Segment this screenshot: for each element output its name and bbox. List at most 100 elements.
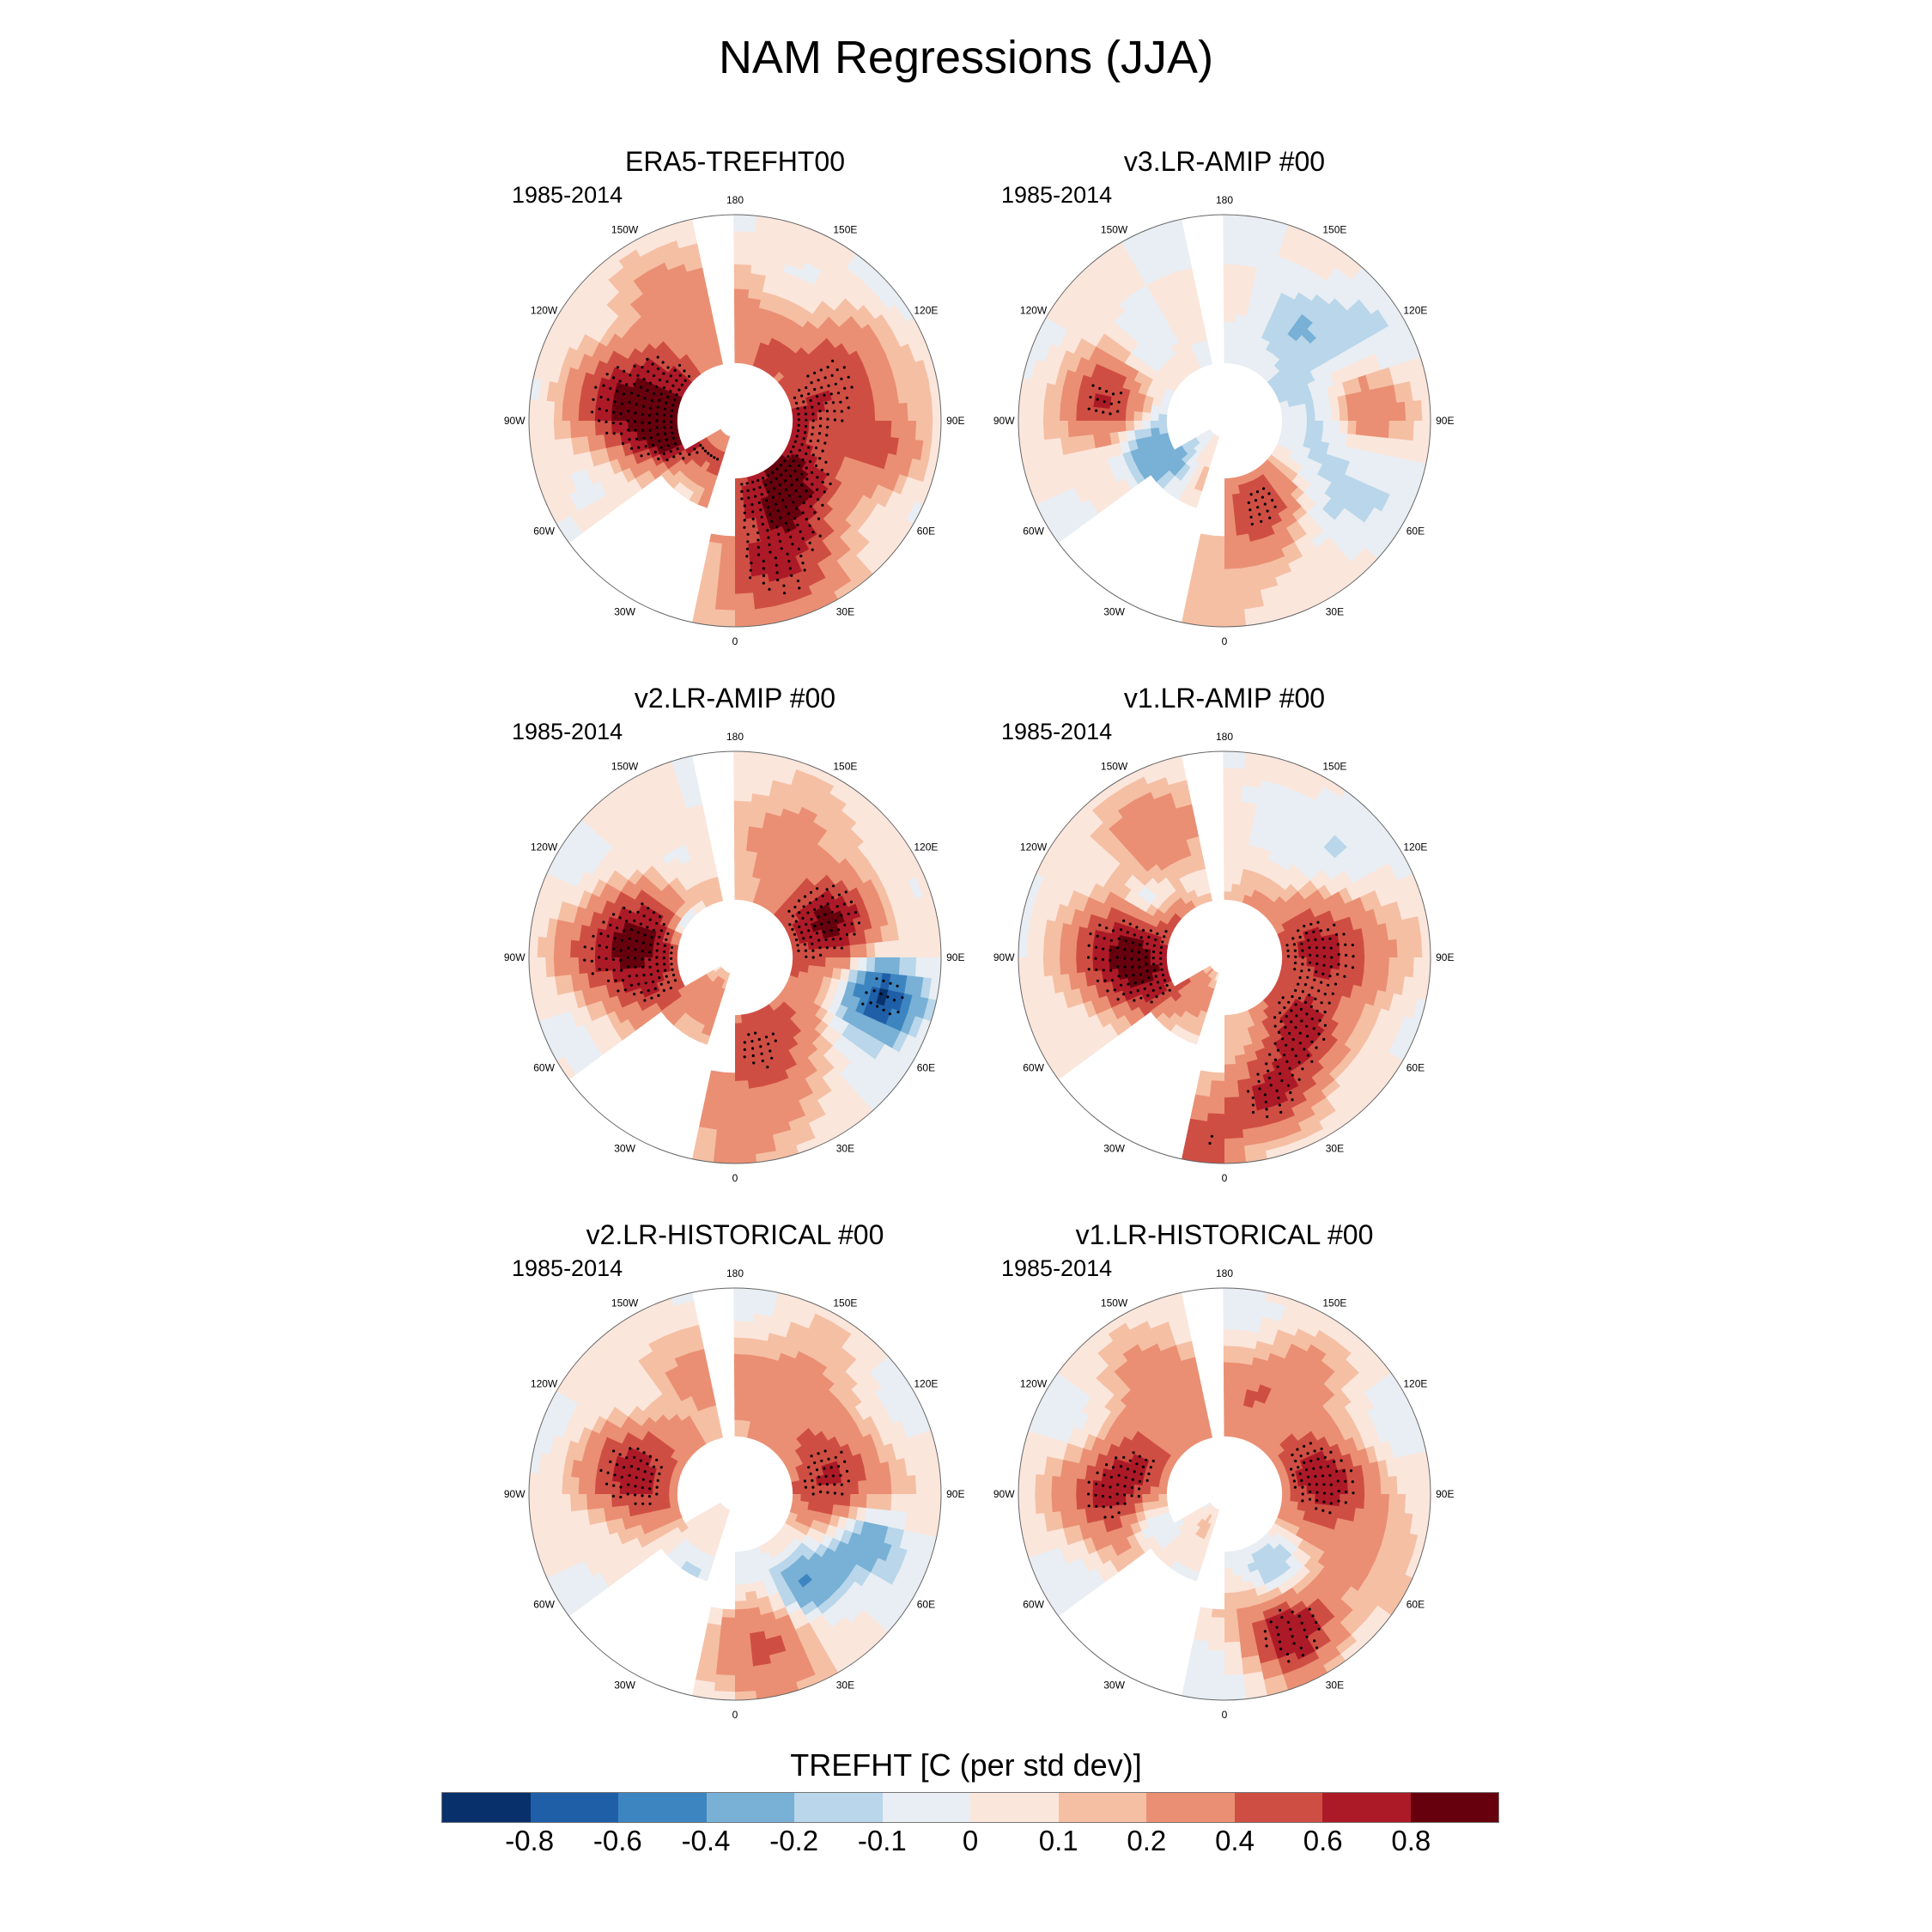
significance-dot xyxy=(649,436,653,440)
anomaly-field xyxy=(1018,215,1431,627)
significance-dot xyxy=(1091,384,1095,387)
field-cell xyxy=(643,938,655,950)
field-cell xyxy=(808,948,819,957)
field-cell xyxy=(1230,890,1239,902)
field-cell xyxy=(1054,454,1068,476)
field-cell xyxy=(1381,493,1400,516)
field-cell xyxy=(618,408,629,422)
field-cell xyxy=(1167,779,1189,793)
field-cell xyxy=(1150,849,1167,865)
field-cell xyxy=(1388,401,1399,421)
field-cell xyxy=(1374,1026,1392,1049)
significance-dot xyxy=(886,995,890,999)
significance-dot xyxy=(1151,957,1155,960)
field-cell xyxy=(811,842,829,860)
field-cell xyxy=(1233,858,1246,869)
significance-dot xyxy=(779,464,783,467)
longitude-label: 120E xyxy=(1403,305,1427,317)
field-cell xyxy=(775,1145,801,1160)
field-cell xyxy=(590,342,607,361)
significance-dot xyxy=(687,374,691,378)
significance-dot xyxy=(611,421,615,425)
significance-dot xyxy=(774,502,777,506)
field-cell xyxy=(540,896,555,920)
field-cell xyxy=(1260,585,1282,599)
field-cell xyxy=(1324,466,1340,483)
field-cell xyxy=(1301,306,1319,323)
field-cell xyxy=(1096,266,1118,287)
field-cell xyxy=(1280,1122,1303,1139)
field-cell xyxy=(553,1034,572,1059)
significance-dot xyxy=(834,382,837,386)
field-cell xyxy=(1322,1034,1340,1052)
significance-dot xyxy=(1139,996,1143,999)
field-cell xyxy=(611,778,636,799)
field-cell xyxy=(915,995,930,1019)
field-cell xyxy=(1285,305,1303,321)
field-cell xyxy=(905,315,925,341)
field-cell xyxy=(544,957,556,979)
field-cell xyxy=(707,1078,723,1091)
significance-dot xyxy=(764,499,769,502)
longitude-label: 180 xyxy=(1216,194,1233,206)
significance-dot xyxy=(1310,986,1314,989)
field-cell xyxy=(856,1078,878,1099)
significance-dot xyxy=(1146,993,1150,997)
field-cell xyxy=(1198,1070,1213,1082)
field-cell xyxy=(1322,420,1333,433)
field-cell xyxy=(798,1036,814,1052)
field-cell xyxy=(722,434,729,445)
field-cell xyxy=(856,840,877,861)
field-cell xyxy=(556,519,576,544)
field-cell xyxy=(1319,573,1343,593)
field-cell xyxy=(892,882,908,904)
significance-dot xyxy=(620,402,623,405)
significance-dot xyxy=(1109,958,1112,963)
field-cell xyxy=(848,930,860,945)
field-cell xyxy=(611,394,623,410)
field-cell xyxy=(1397,1014,1414,1039)
field-cell xyxy=(617,279,639,300)
field-cell xyxy=(1163,234,1188,249)
significance-dot xyxy=(1132,974,1135,977)
field-cell xyxy=(766,794,787,809)
field-cell xyxy=(1346,840,1366,861)
field-cell xyxy=(1080,1018,1097,1037)
significance-dot xyxy=(1111,929,1115,933)
field-cell xyxy=(749,1086,766,1098)
field-cell xyxy=(1230,354,1239,365)
significance-dot xyxy=(780,547,783,550)
field-cell xyxy=(1389,1012,1406,1036)
field-cell xyxy=(668,963,679,972)
significance-dot xyxy=(627,410,630,413)
field-cell xyxy=(1264,506,1279,520)
field-cell xyxy=(1316,898,1331,914)
significance-dot xyxy=(792,501,795,504)
field-cell xyxy=(1224,519,1236,529)
field-cell xyxy=(566,1355,588,1379)
field-cell xyxy=(898,856,917,881)
field-cell xyxy=(1394,852,1414,878)
field-cell xyxy=(1404,894,1419,919)
field-cell xyxy=(1355,941,1366,957)
significance-dot xyxy=(795,434,799,438)
field-cell xyxy=(767,1106,787,1120)
field-cell xyxy=(778,513,794,527)
field-cell xyxy=(1168,890,1182,903)
field-cell xyxy=(923,935,934,957)
field-cell xyxy=(1145,239,1169,256)
field-cell xyxy=(1223,824,1239,835)
significance-dot xyxy=(746,489,750,492)
significance-dot xyxy=(1283,1054,1286,1057)
significance-dot xyxy=(839,937,842,940)
field-cell xyxy=(568,866,586,889)
significance-dot xyxy=(677,363,682,368)
field-cell xyxy=(773,762,797,777)
field-cell xyxy=(1256,1106,1277,1120)
significance-dot xyxy=(1094,409,1098,412)
field-cell xyxy=(828,845,847,864)
field-cell xyxy=(673,815,692,830)
field-cell xyxy=(553,1013,570,1036)
field-cell xyxy=(1270,556,1290,571)
field-cell xyxy=(1236,1061,1250,1073)
